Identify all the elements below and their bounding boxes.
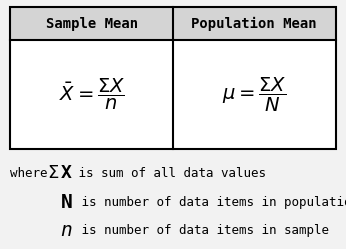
Text: is sum of all data values: is sum of all data values [71,167,266,180]
Text: $\Sigma$: $\Sigma$ [47,164,59,182]
Text: X: X [61,164,71,182]
Text: $\bar{X} = \dfrac{\Sigma X}{n}$: $\bar{X} = \dfrac{\Sigma X}{n}$ [58,77,125,112]
Bar [173,7,336,40]
Bar [10,7,173,40]
Text: Population Mean: Population Mean [191,17,317,31]
Text: is number of data items in sample: is number of data items in sample [74,224,329,237]
Text: is number of data items in population: is number of data items in population [74,196,346,209]
Text: $\mu = \dfrac{\Sigma X}{N}$: $\mu = \dfrac{\Sigma X}{N}$ [222,76,286,114]
Text: n: n [61,221,72,240]
Text: N: N [61,193,72,212]
Bar [10,7,336,149]
Text: where: where [10,167,55,180]
Bar [10,7,336,149]
Text: Sample Mean: Sample Mean [46,17,138,31]
